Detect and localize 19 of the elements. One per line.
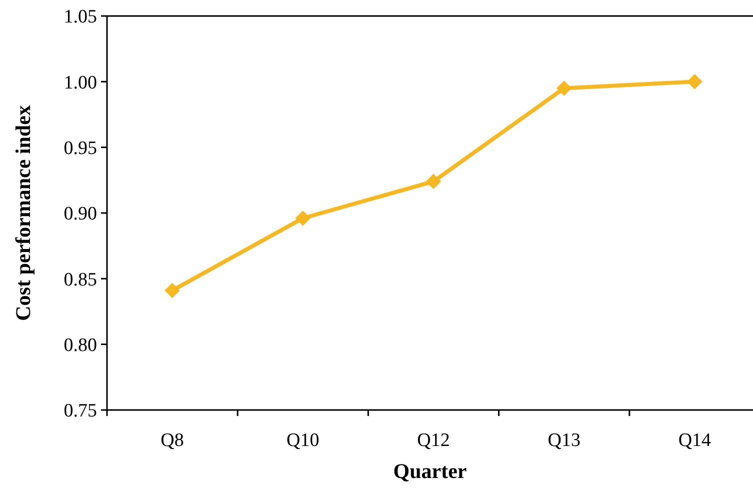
x-tick-label: Q12 bbox=[417, 430, 450, 451]
point bbox=[164, 282, 180, 298]
y-tick-label: 1.05 bbox=[64, 6, 97, 28]
y-tick-label: 0.80 bbox=[64, 334, 97, 356]
y-tick-label: 1.00 bbox=[64, 72, 97, 94]
point bbox=[556, 80, 572, 96]
x-tick-label: Q8 bbox=[160, 430, 184, 451]
x-tick-label: Q13 bbox=[548, 430, 580, 451]
point bbox=[687, 74, 702, 90]
y-tick-label: 0.85 bbox=[64, 269, 97, 290]
y-tick-label: 0.95 bbox=[64, 138, 97, 159]
point bbox=[426, 174, 442, 190]
y-tick-label: 0.90 bbox=[64, 204, 97, 225]
y-axis-title: Cost performance index bbox=[11, 104, 35, 321]
point bbox=[295, 210, 311, 226]
y-tick-label: 0.75 bbox=[64, 400, 97, 422]
x-axis-title: Quarter bbox=[393, 459, 467, 483]
x-tick-label: Q14 bbox=[678, 430, 712, 451]
x-tick-label: Q10 bbox=[286, 430, 320, 451]
